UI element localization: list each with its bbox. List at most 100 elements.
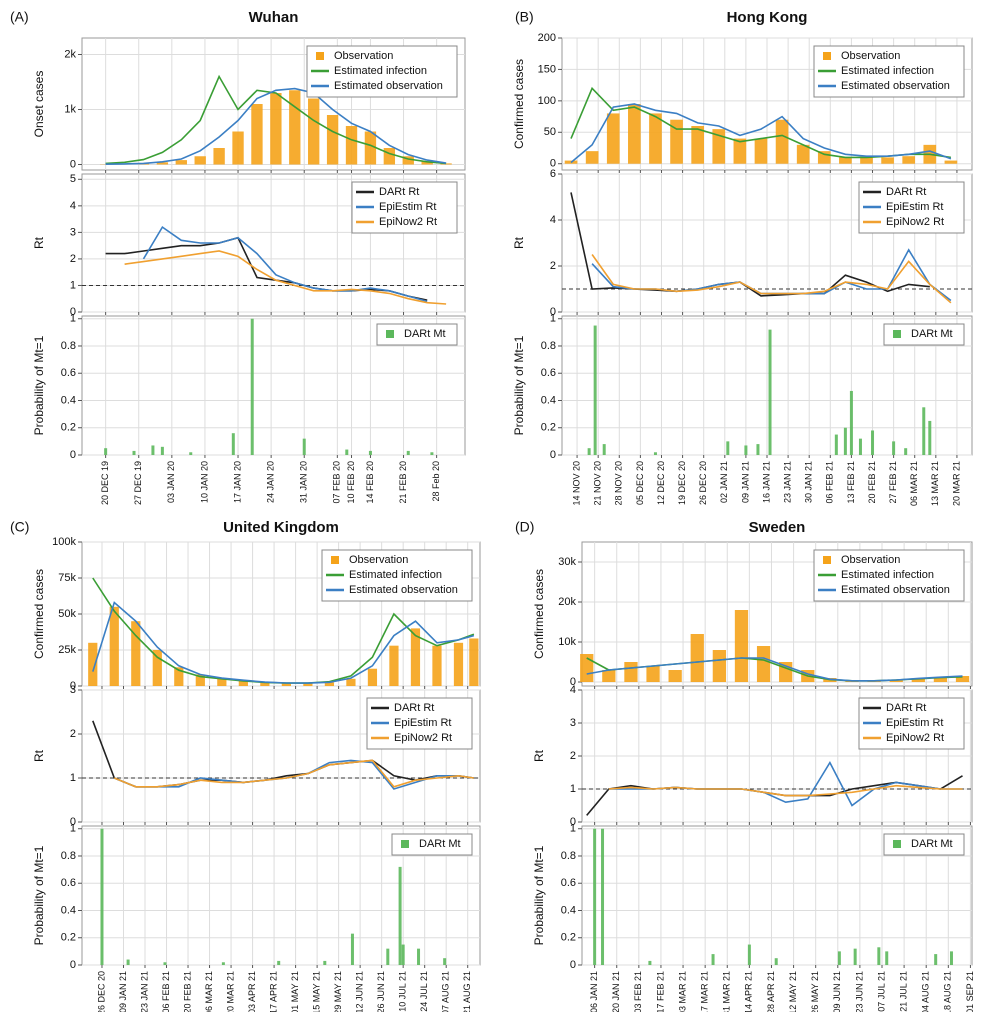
line [105,74,447,165]
y-tick-label: 0.6 [61,877,76,889]
x-tick-label: 24 JUL 21 [419,971,429,1012]
y-tick-label: 20k [558,596,576,608]
y-axis-label: Confirmed cases [512,59,526,149]
bar [606,113,620,164]
y-tick-label: 4 [70,200,76,212]
bar [364,131,377,165]
bar [646,666,660,682]
subplot: 0 50 100 150 200 Confirmed cases Observation Es… [512,32,973,173]
legend-label: EpiNow2 Rt [886,732,944,744]
bar [601,828,605,965]
legend-swatch [823,52,831,60]
bar [386,948,390,965]
y-tick-label: 1k [64,103,76,115]
x-tick-label: 26 DEC 20 [698,461,708,505]
legend-label: Estimated infection [841,569,934,581]
legend-swatch [386,330,394,338]
bar [853,948,857,965]
bar [270,93,282,165]
x-tick-label: 14 APR 21 [744,971,754,1012]
bar [756,444,760,455]
bar [350,933,354,965]
x-tick-label: 28 Feb 20 [431,461,441,502]
y-tick-label: 0.6 [541,367,556,379]
bar [580,654,594,682]
bar [877,947,881,965]
legend-label: EpiEstim Rt [379,201,436,213]
legend-label: DARt Rt [394,702,434,714]
legend-label: Observation [349,554,408,566]
legend-box [883,833,965,856]
bar [849,390,853,455]
bar [160,446,164,455]
x-tick-label: 20 MAR 21 [225,971,235,1012]
bar [670,119,683,164]
legend-box [376,323,458,346]
bar [402,156,414,165]
y-tick-label: 150 [538,63,556,75]
x-tick-label: 01 MAY 21 [290,971,300,1012]
panel-title: United Kingdom [223,519,339,536]
bar [902,156,916,164]
bar [323,960,327,965]
bar [346,678,356,686]
y-tick-label: 0.8 [541,340,556,352]
y-axis-label: Probability of Mt=1 [532,845,546,945]
x-tick-label: 26 DEC 20 [96,971,106,1012]
x-tick-label: 27 FEB 21 [888,461,898,504]
bar [911,678,925,682]
bar [132,450,136,455]
y-tick-label: 1 [70,823,76,835]
bar [345,449,349,455]
legend-box [813,45,965,98]
bar [302,438,306,455]
panel-label: (B) [515,9,534,25]
x-tick-label: 10 FEB 20 [346,461,356,504]
x-tick-label: 30 JAN 21 [804,461,814,503]
bar [443,958,447,965]
y-tick-label: 25k [58,644,76,656]
x-tick-label: 21 FEB 20 [398,461,408,504]
y-tick-label: 0 [570,816,576,828]
legend-label: Observation [841,554,900,566]
x-tick-label: 26 JUN 21 [376,971,386,1012]
legend-label: Observation [841,50,900,62]
x-tick-label: 20 DEC 19 [100,461,110,505]
x-tick-label: 17 JAN 20 [232,461,242,503]
bar [231,433,235,455]
panel-title: Wuhan [249,9,299,26]
bar [100,828,104,965]
subplot: 0 1 2 3 Rt DARt Rt EpiEstim Rt EpiNow2 Rt [32,684,481,828]
bar [109,606,119,686]
bar [933,677,948,682]
y-tick-label: 4 [570,684,576,696]
line [113,759,475,788]
y-axis-label: Onset cases [32,71,46,138]
subplot: 0 0.2 0.4 0.6 0.8 1 20 DEC 19 27 DEC 19 03 JAN 2… [32,313,466,505]
bar [232,131,244,165]
bar [712,650,726,682]
bar [195,674,205,686]
bar [648,960,652,965]
legend-label: DARt Mt [911,838,953,850]
bar [440,163,452,165]
x-tick-label: 17 MAR 21 [700,971,710,1012]
x-tick-label: 14 NOV 20 [571,461,581,506]
x-tick-label: 07 FEB 20 [332,461,342,504]
line [586,657,963,682]
legend-swatch [893,330,901,338]
bar [430,452,434,455]
line [591,254,952,304]
bar [213,148,225,165]
bar [453,642,464,686]
legend-label: EpiEstim Rt [886,717,943,729]
bar [469,638,479,686]
subplot: 0 1k 2k Onset cases Observation Estimated inf… [32,37,466,173]
bar [367,668,378,686]
y-tick-label: 0.4 [541,394,556,406]
bar [383,148,396,165]
legend-label: Estimated observation [841,80,950,92]
y-axis-label: Probability of Mt=1 [32,845,46,945]
y-tick-label: 10k [558,636,576,648]
